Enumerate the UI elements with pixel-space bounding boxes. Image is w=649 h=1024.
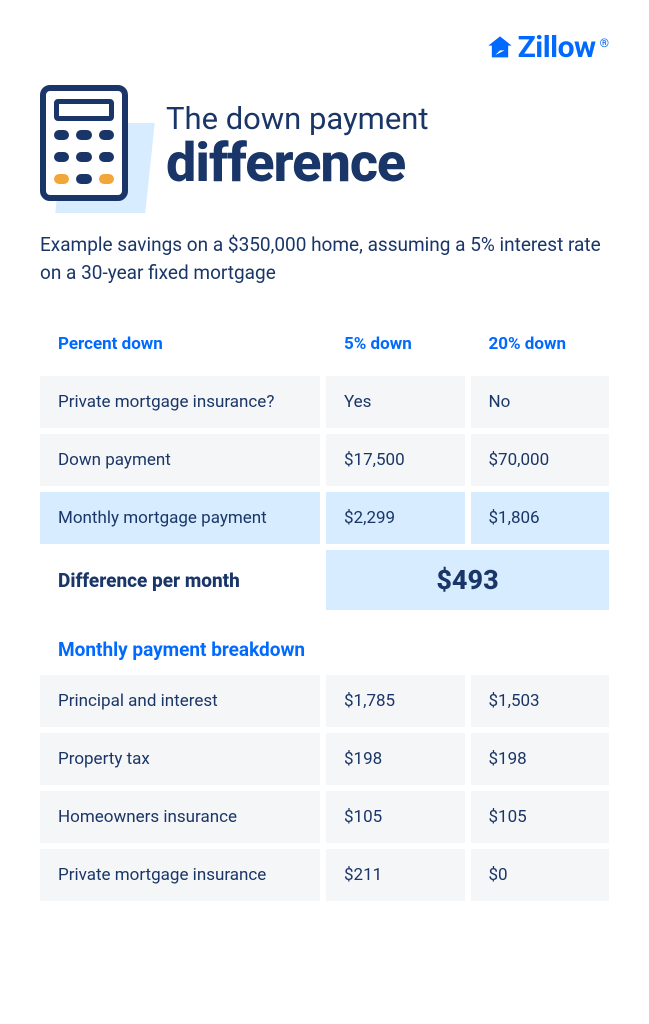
table-row: Private mortgage insurance$211$0: [40, 849, 609, 901]
row-col1: $2,299: [326, 492, 465, 544]
difference-label: Difference per month: [40, 550, 320, 610]
calculator-illustration: [40, 85, 140, 209]
row-label: Property tax: [40, 733, 320, 785]
row-col2: $1,806: [471, 492, 610, 544]
header-label: Percent down: [40, 318, 320, 370]
zillow-house-icon: [486, 34, 514, 62]
breakdown-title: Monthly payment breakdown: [40, 616, 609, 675]
title-line-2: difference: [166, 136, 609, 193]
header-col1: 5% down: [326, 318, 465, 370]
row-col2: $105: [471, 791, 610, 843]
difference-row: Difference per month $493: [40, 550, 609, 610]
table-row: Property tax$198$198: [40, 733, 609, 785]
table-row: Homeowners insurance$105$105: [40, 791, 609, 843]
row-col2: $70,000: [471, 434, 610, 486]
zillow-logo: Zillow ®: [486, 30, 609, 65]
zillow-wordmark: Zillow: [518, 30, 596, 65]
registered-mark: ®: [600, 36, 609, 50]
brand-row: Zillow ®: [40, 30, 609, 65]
row-col2: $0: [471, 849, 610, 901]
row-col2: $198: [471, 733, 610, 785]
row-label: Principal and interest: [40, 675, 320, 727]
title-line-1: The down payment: [166, 102, 609, 136]
row-label: Monthly mortgage payment: [40, 492, 320, 544]
row-col1: Yes: [326, 376, 465, 428]
row-col1: $211: [326, 849, 465, 901]
row-col1: $17,500: [326, 434, 465, 486]
row-label: Down payment: [40, 434, 320, 486]
table-row: Principal and interest$1,785$1,503: [40, 675, 609, 727]
difference-value: $493: [326, 550, 609, 610]
row-col2: No: [471, 376, 610, 428]
row-label: Private mortgage insurance?: [40, 376, 320, 428]
row-col1: $198: [326, 733, 465, 785]
row-label: Homeowners insurance: [40, 791, 320, 843]
header: The down payment difference: [40, 85, 609, 209]
row-col1: $105: [326, 791, 465, 843]
row-label: Private mortgage insurance: [40, 849, 320, 901]
table-header-row: Percent down 5% down 20% down: [40, 318, 609, 370]
breakdown-table: Principal and interest$1,785$1,503 Proper…: [40, 675, 609, 901]
table-row: Monthly mortgage payment$2,299$1,806: [40, 492, 609, 544]
subtitle: Example savings on a $350,000 home, assu…: [40, 231, 609, 286]
row-col1: $1,785: [326, 675, 465, 727]
row-col2: $1,503: [471, 675, 610, 727]
header-col2: 20% down: [471, 318, 610, 370]
table-row: Private mortgage insurance?YesNo: [40, 376, 609, 428]
table-row: Down payment$17,500$70,000: [40, 434, 609, 486]
main-table: Percent down 5% down 20% down Private mo…: [40, 318, 609, 610]
